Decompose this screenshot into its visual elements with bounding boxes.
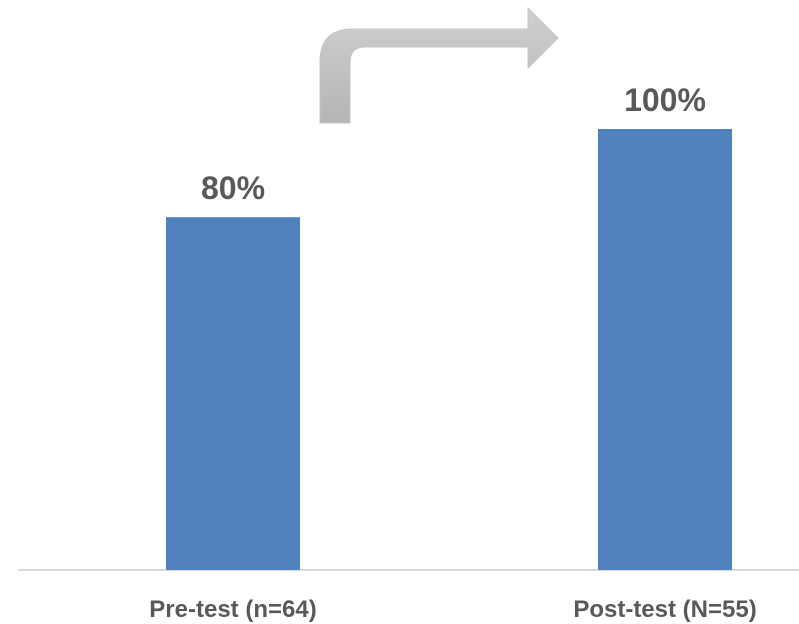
data-label-1: 100% bbox=[624, 82, 706, 118]
bars-layer bbox=[166, 129, 732, 570]
category-label-1: Post-test (N=55) bbox=[573, 596, 756, 623]
category-label-0: Pre-test (n=64) bbox=[149, 596, 316, 623]
bar-0 bbox=[166, 217, 300, 570]
bar-1 bbox=[598, 129, 732, 570]
curved-arrow-icon bbox=[319, 6, 559, 124]
data-label-0: 80% bbox=[201, 170, 265, 206]
labels-layer: 80% Pre-test (n=64) 100% Post-test (N=55) bbox=[149, 82, 756, 623]
